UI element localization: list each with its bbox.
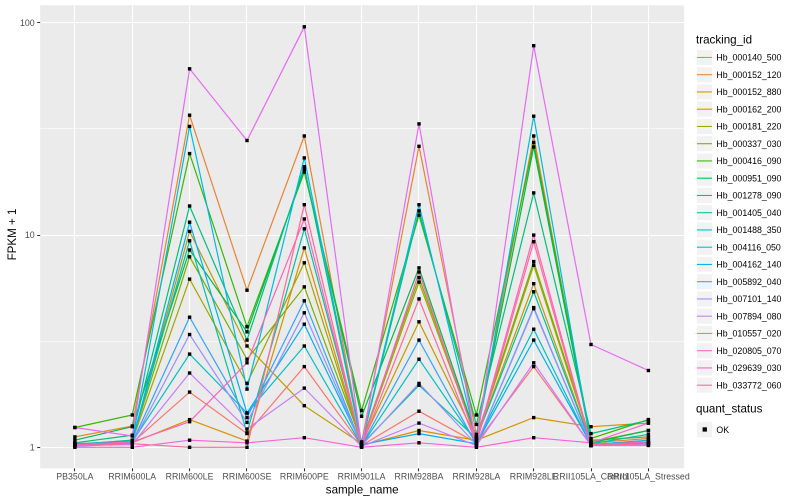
svg-text:Hb_000337_030: Hb_000337_030: [716, 139, 781, 149]
svg-text:Hb_029639_030: Hb_029639_030: [716, 363, 781, 373]
svg-text:Hb_000152_120: Hb_000152_120: [716, 70, 781, 80]
svg-text:Hb_001488_350: Hb_001488_350: [716, 225, 781, 235]
svg-text:quant_status: quant_status: [696, 403, 763, 416]
svg-text:FPKM + 1: FPKM + 1: [6, 209, 19, 261]
svg-text:Hb_000152_880: Hb_000152_880: [716, 87, 781, 97]
svg-text:Hb_007101_140: Hb_007101_140: [716, 294, 781, 304]
svg-text:Hb_033772_060: Hb_033772_060: [716, 380, 781, 390]
svg-text:sample_name: sample_name: [326, 484, 399, 497]
svg-text:RRIM928BA: RRIM928BA: [395, 472, 444, 482]
svg-text:Hb_000181_220: Hb_000181_220: [716, 122, 781, 132]
svg-text:tracking_id: tracking_id: [696, 34, 752, 47]
svg-text:Hb_000416_090: Hb_000416_090: [716, 156, 781, 166]
svg-text:Hb_007894_080: Hb_007894_080: [716, 311, 781, 321]
svg-text:Hb_004162_140: Hb_004162_140: [716, 260, 781, 270]
svg-text:RRII105LA_Control: RRII105LA_Control: [553, 472, 629, 482]
svg-text:Hb_000951_090: Hb_000951_090: [716, 173, 781, 183]
svg-text:Hb_001405_040: Hb_001405_040: [716, 208, 781, 218]
svg-text:Hb_005892_040: Hb_005892_040: [716, 277, 781, 287]
svg-text:RRIM928LE: RRIM928LE: [510, 472, 558, 482]
svg-text:RRIM901LA: RRIM901LA: [338, 472, 386, 482]
svg-text:Hb_000162_200: Hb_000162_200: [716, 104, 781, 114]
svg-text:Hb_020805_070: Hb_020805_070: [716, 346, 781, 356]
svg-text:RRIM600PE: RRIM600PE: [280, 472, 329, 482]
svg-text:1: 1: [30, 442, 35, 452]
svg-text:Hb_004116_050: Hb_004116_050: [716, 242, 781, 252]
svg-text:Hb_000140_500: Hb_000140_500: [716, 53, 781, 63]
svg-text:RRIM600LE: RRIM600LE: [166, 472, 214, 482]
svg-text:RRIM600SE: RRIM600SE: [223, 472, 272, 482]
svg-text:PB350LA: PB350LA: [56, 472, 93, 482]
svg-text:OK: OK: [716, 425, 729, 435]
svg-text:Hb_010557_020: Hb_010557_020: [716, 329, 781, 339]
svg-text:10: 10: [25, 230, 35, 240]
svg-text:RRIM928LA: RRIM928LA: [452, 472, 500, 482]
svg-text:RRII105LA_Stressed: RRII105LA_Stressed: [607, 472, 690, 482]
svg-text:100: 100: [20, 18, 35, 28]
svg-text:RRIM600LA: RRIM600LA: [108, 472, 156, 482]
svg-text:Hb_001278_090: Hb_001278_090: [716, 191, 781, 201]
